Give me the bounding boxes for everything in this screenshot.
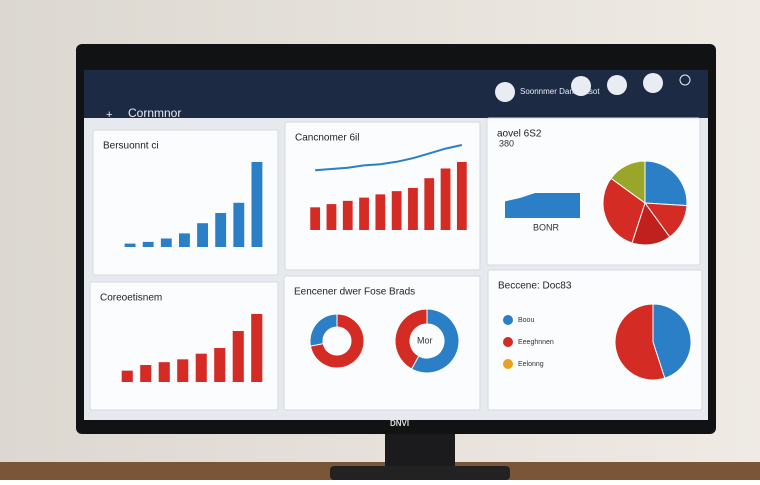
pie-slice <box>410 308 460 374</box>
bar <box>177 359 189 382</box>
icon[interactable] <box>643 73 663 93</box>
line <box>315 144 463 172</box>
bar <box>142 241 154 247</box>
bar <box>158 362 170 382</box>
bar <box>197 223 208 247</box>
legend-dot <box>503 337 513 347</box>
panel-title: Coreoetisnem <box>100 293 162 304</box>
pie-slice <box>394 308 428 370</box>
icon[interactable] <box>607 75 627 95</box>
data-label: BONR <box>533 222 560 232</box>
stand-neck <box>385 430 455 470</box>
legend-label: Boou <box>518 317 534 324</box>
panel-title: Eencener dwer Fose Brads <box>294 287 415 298</box>
pie-slice <box>644 160 688 207</box>
stand-base <box>330 466 510 480</box>
bar <box>375 194 386 230</box>
subtitle: 380 <box>499 138 514 148</box>
bar <box>121 370 133 382</box>
panel-title: aovel 6S2 <box>497 129 542 140</box>
screen-header <box>84 70 708 118</box>
pie-slice <box>652 303 692 379</box>
legend-dot <box>503 359 513 369</box>
bar <box>233 202 245 247</box>
area <box>505 193 580 218</box>
bar <box>440 168 451 230</box>
data-label: Mor <box>417 335 433 345</box>
bar <box>251 314 263 382</box>
bar <box>424 178 435 230</box>
panel-title: Bersuonnt ci <box>103 141 159 152</box>
bar <box>456 162 467 230</box>
legend-label: Eeeghnnen <box>518 339 554 346</box>
app-title: Cornmnor <box>128 106 181 120</box>
pie-slice <box>602 177 646 244</box>
icon[interactable] <box>679 74 691 86</box>
panel <box>89 281 279 411</box>
legend-label: Eelonng <box>518 361 544 368</box>
pie-slice <box>610 160 646 204</box>
menu-icon: + <box>106 109 112 121</box>
bar <box>342 200 353 230</box>
bar <box>251 162 263 247</box>
bar <box>214 348 226 382</box>
bar <box>232 331 244 382</box>
panel-title: Beccene: Doc83 <box>498 281 572 292</box>
bar <box>359 197 369 230</box>
panel <box>92 129 279 276</box>
pie-slice <box>614 303 666 381</box>
bar <box>140 365 152 382</box>
bar <box>124 243 136 247</box>
brand: DNVI <box>390 419 409 428</box>
bar <box>179 233 190 247</box>
pie-slice <box>309 313 338 347</box>
bar <box>391 191 402 230</box>
icon[interactable] <box>495 82 515 102</box>
bar <box>408 187 418 230</box>
bar <box>160 238 172 247</box>
legend-dot <box>503 315 513 325</box>
panel-title: Cancnomer 6il <box>295 133 359 144</box>
bar <box>215 213 227 247</box>
bar <box>310 207 321 230</box>
icon[interactable] <box>571 76 591 96</box>
user-name: Soonnmer Dannectsot <box>520 87 600 96</box>
bar <box>326 204 337 230</box>
pie-slice <box>309 313 365 369</box>
bar <box>195 353 207 382</box>
